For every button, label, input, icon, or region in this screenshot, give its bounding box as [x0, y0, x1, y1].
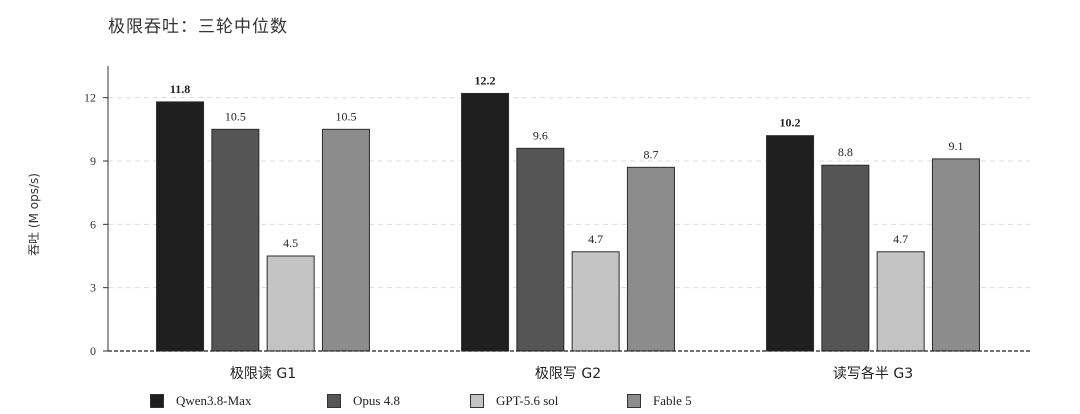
bar-chart: 0 3 6 9 12 吞吐 (M ops/s) 11.8 10.5 4.5 10.5 极限读 G1 1…	[27, 66, 1030, 382]
bar	[571, 251, 620, 352]
y-axis-label: 吞吐 (M ops/s)	[27, 173, 41, 256]
data-label: 4.5	[283, 236, 298, 250]
bar	[626, 166, 675, 352]
bar	[876, 251, 925, 352]
bar	[156, 101, 205, 352]
data-label: 4.7	[893, 232, 908, 246]
x-tick-label: 读写各半 G3	[833, 365, 913, 382]
y-tick-label: 0	[90, 344, 96, 358]
data-label: 4.7	[588, 232, 603, 246]
legend-item: Opus 4.8	[327, 392, 400, 410]
bar	[211, 128, 260, 352]
y-tick-label: 12	[84, 91, 96, 105]
bar	[321, 128, 370, 352]
legend: Qwen3.8-Max Opus 4.8 GPT-5.6 sol Fable 5	[150, 392, 1050, 410]
bar	[766, 135, 815, 352]
y-tick-label: 9	[90, 154, 96, 168]
legend-label: GPT-5.6 sol	[496, 393, 559, 408]
bar	[821, 164, 870, 352]
legend-label: Fable 5	[653, 393, 692, 408]
data-label: 8.7	[643, 147, 658, 161]
legend-item: Qwen3.8-Max	[150, 392, 251, 410]
data-label: 11.8	[170, 82, 190, 96]
bar	[516, 147, 565, 352]
data-label: 9.1	[948, 139, 963, 153]
data-label: 12.2	[475, 73, 496, 87]
data-label: 9.6	[533, 128, 548, 142]
data-label: 10.2	[780, 116, 801, 130]
legend-swatch	[470, 394, 484, 408]
y-tick-label: 3	[90, 281, 96, 295]
bar	[461, 92, 510, 352]
data-label: 8.8	[838, 145, 853, 159]
legend-swatch	[327, 394, 341, 408]
legend-label: Qwen3.8-Max	[176, 393, 252, 408]
legend-label: Opus 4.8	[353, 393, 400, 408]
legend-swatch	[627, 394, 641, 408]
x-tick-label: 极限写 G2	[535, 366, 601, 382]
data-label: 10.5	[335, 109, 356, 123]
x-tick-label: 极限读 G1	[230, 365, 296, 382]
chart-title: 极限吞吐：三轮中位数	[108, 17, 288, 37]
legend-swatch	[150, 394, 164, 408]
y-tick-label: 6	[90, 217, 96, 231]
bar	[266, 255, 315, 352]
legend-item: Fable 5	[627, 392, 692, 410]
legend-item: GPT-5.6 sol	[470, 392, 558, 410]
bar	[931, 158, 980, 352]
data-label: 10.5	[225, 109, 246, 123]
